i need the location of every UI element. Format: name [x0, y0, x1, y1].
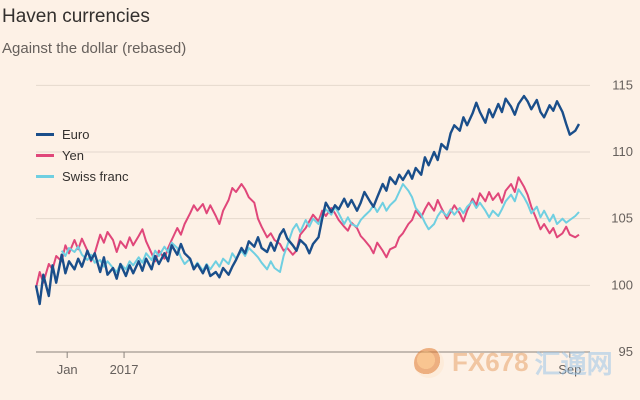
series-line-euro	[34, 94, 581, 306]
legend-label: Swiss franc	[62, 169, 129, 184]
chart-legend: Euro Yen Swiss franc	[36, 124, 128, 187]
y-tick-label: 105	[611, 211, 633, 226]
x-tick-label: 2017	[110, 362, 139, 377]
chart-title: Haven currencies	[2, 6, 150, 27]
legend-label: Euro	[62, 127, 90, 142]
chart-subtitle: Against the dollar (rebased)	[2, 40, 187, 57]
legend-item: Swiss franc	[36, 166, 128, 187]
series-line-swiss-franc	[60, 183, 580, 273]
x-tick-label: Jan	[57, 362, 78, 377]
y-tick-label: 110	[612, 144, 633, 159]
x-tick-label: Sep	[558, 362, 581, 377]
y-tick-label: 115	[612, 77, 633, 92]
legend-item: Euro	[36, 124, 128, 145]
legend-item: Yen	[36, 145, 128, 166]
legend-swatch	[36, 133, 54, 136]
legend-label: Yen	[62, 148, 84, 163]
legend-swatch	[36, 154, 54, 157]
legend-swatch	[36, 175, 54, 178]
y-tick-label: 100	[611, 277, 633, 292]
y-tick-label: 95	[619, 344, 633, 359]
